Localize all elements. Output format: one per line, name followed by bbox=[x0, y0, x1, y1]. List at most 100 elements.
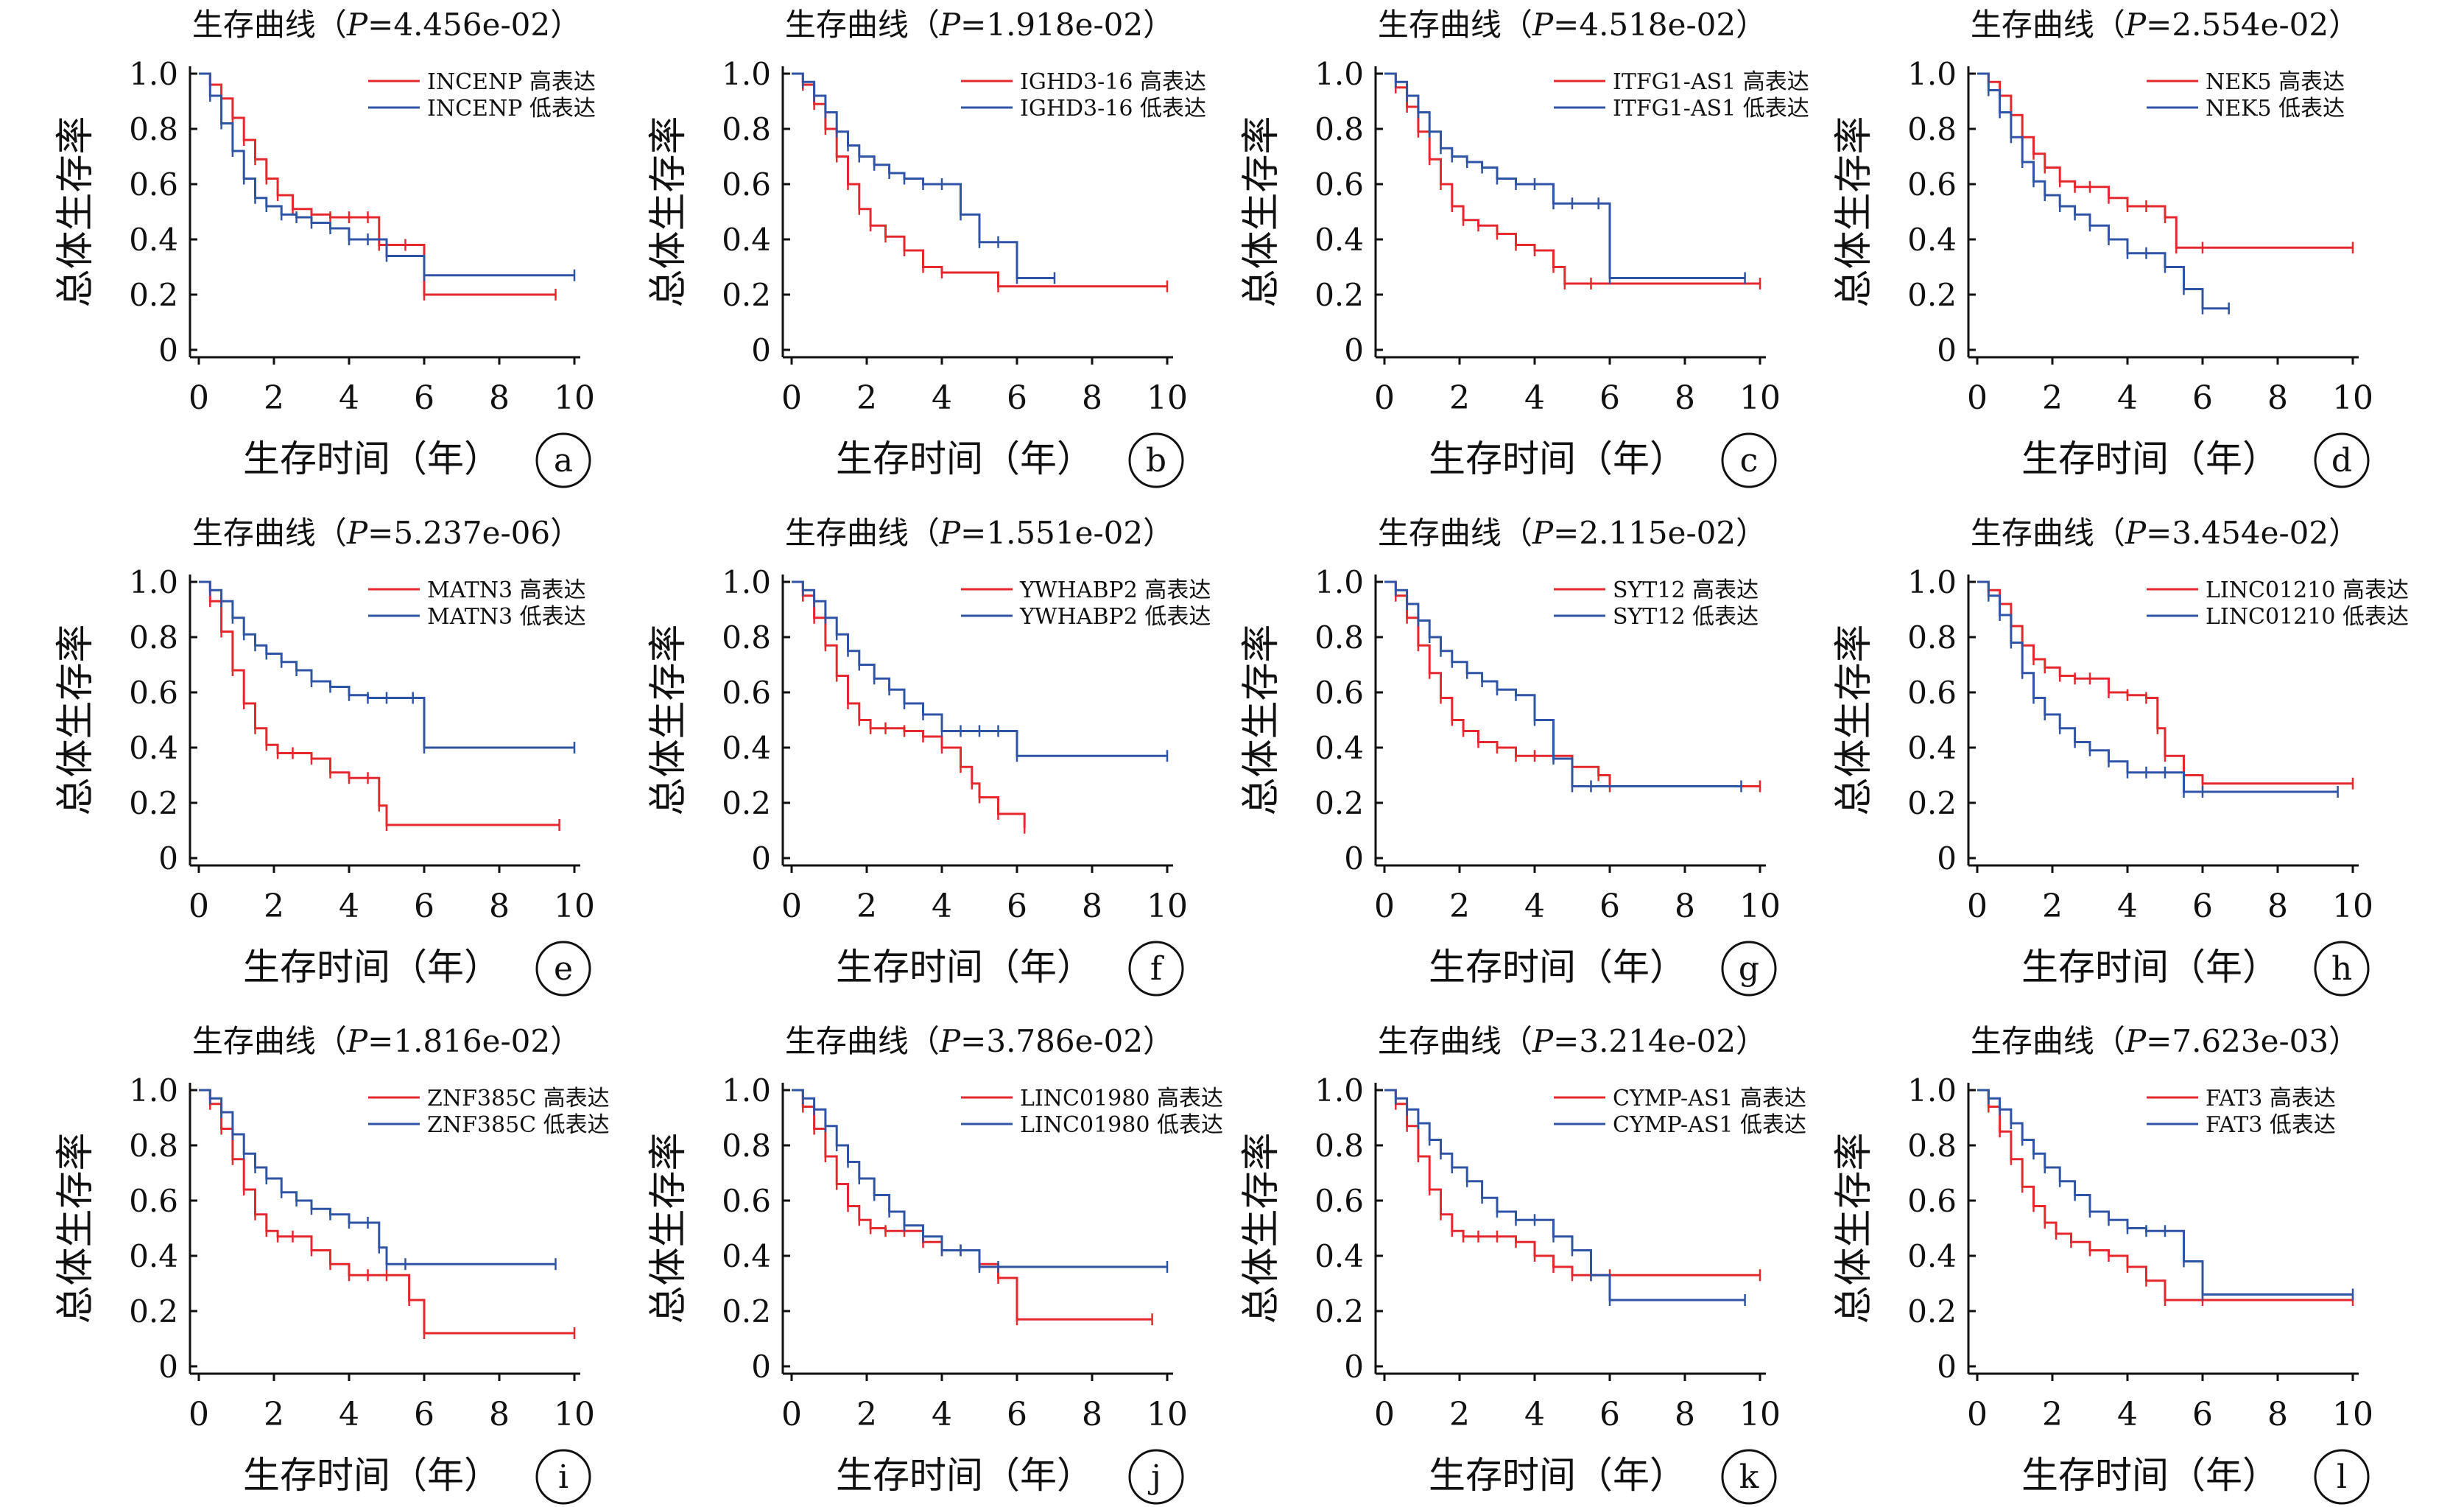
panel-c: 生存曲线（P=4.518e-02） 0 0.2 0.4 0.6 0.8 1.0 0 2 4 6 8 10… bbox=[1239, 7, 1809, 488]
panel-title: 生存曲线（P=1.816e-02） bbox=[192, 1023, 581, 1059]
title-prefix: 生存曲线（ bbox=[1971, 7, 2125, 43]
panel-f: 生存曲线（P=1.551e-02） 0 0.2 0.4 0.6 0.8 1.0 0 2 4 6 8 10… bbox=[647, 515, 1211, 997]
p-equals: = bbox=[1553, 515, 1579, 551]
panel-letter-circle bbox=[535, 432, 591, 488]
x-tick-label: 8 bbox=[2267, 1396, 2288, 1433]
legend-label-high: INCENP 高表达 bbox=[427, 69, 596, 95]
panel-letter: l bbox=[2337, 1458, 2347, 1496]
p-value: 4.518e-02 bbox=[1579, 7, 1736, 43]
x-tick-label: 4 bbox=[932, 379, 952, 417]
y-tick-label: 1.0 bbox=[1907, 1072, 1957, 1109]
x-tick-label: 4 bbox=[2117, 379, 2138, 417]
y-tick-label: 0.2 bbox=[722, 277, 771, 313]
y-tick-label: 1.0 bbox=[1314, 1072, 1364, 1109]
title-prefix: 生存曲线（ bbox=[1971, 515, 2125, 551]
legend-label-low: LINC01210 低表达 bbox=[2206, 604, 2409, 630]
y-tick-label: 0.2 bbox=[1907, 1293, 1957, 1329]
x-tick-label: 6 bbox=[1599, 888, 1620, 925]
p-value: 3.786e-02 bbox=[986, 1023, 1143, 1059]
x-tick-label: 4 bbox=[932, 888, 952, 925]
title-prefix: 生存曲线（ bbox=[785, 515, 940, 551]
panel-letter-circle bbox=[1128, 432, 1184, 488]
p-symbol: P bbox=[2125, 1023, 2147, 1059]
x-tick-label: 10 bbox=[1147, 888, 1188, 925]
panel-letter-circle bbox=[1128, 941, 1184, 997]
panel-letter: k bbox=[1739, 1458, 1759, 1496]
x-tick-label: 2 bbox=[856, 379, 877, 417]
x-tick-label: 10 bbox=[2332, 379, 2373, 417]
x-tick-label: 4 bbox=[2117, 888, 2138, 925]
title-suffix: ） bbox=[550, 1023, 581, 1059]
x-tick-label: 0 bbox=[189, 888, 209, 925]
panel-letter-circle bbox=[2314, 1449, 2370, 1505]
p-symbol: P bbox=[1532, 7, 1554, 43]
y-tick-label: 0.8 bbox=[722, 111, 771, 147]
x-tick-label: 6 bbox=[1007, 379, 1027, 417]
y-tick-label: 0.2 bbox=[129, 277, 178, 313]
x-tick-label: 2 bbox=[264, 1396, 284, 1433]
p-equals: = bbox=[960, 515, 986, 551]
x-tick-label: 6 bbox=[1007, 1396, 1027, 1433]
y-tick-label: 0 bbox=[1344, 840, 1364, 877]
x-tick-label: 0 bbox=[1967, 888, 1988, 925]
x-axis-label: 生存时间（年） bbox=[243, 438, 501, 480]
panel-h: 生存曲线（P=3.454e-02） 0 0.2 0.4 0.6 0.8 1.0 0 2 4 6 8 10… bbox=[1832, 515, 2409, 997]
p-value: 5.237e-06 bbox=[393, 515, 550, 551]
x-tick-label: 2 bbox=[2042, 379, 2063, 417]
y-axis-label: 总体生存率 bbox=[54, 624, 98, 815]
survival-curve-low bbox=[199, 1089, 556, 1265]
panel-letter: d bbox=[2331, 442, 2352, 480]
x-tick-label: 2 bbox=[856, 1396, 877, 1433]
p-equals: = bbox=[960, 1023, 986, 1059]
y-tick-label: 0.4 bbox=[1907, 222, 1957, 258]
legend-label-low: ZNF385C 低表达 bbox=[427, 1112, 610, 1138]
title-suffix: ） bbox=[1143, 1023, 1174, 1059]
y-axis-label: 总体生存率 bbox=[1239, 1132, 1284, 1324]
y-tick-label: 1.0 bbox=[129, 1072, 178, 1109]
title-prefix: 生存曲线（ bbox=[1378, 515, 1532, 551]
x-tick-label: 8 bbox=[2267, 379, 2288, 417]
y-tick-label: 0.4 bbox=[722, 730, 771, 766]
p-symbol: P bbox=[1532, 1023, 1554, 1059]
title-suffix: ） bbox=[1143, 7, 1174, 43]
y-tick-label: 1.0 bbox=[129, 564, 178, 600]
legend-label-high: ITFG1-AS1 高表达 bbox=[1613, 69, 1809, 95]
x-tick-label: 0 bbox=[1374, 888, 1395, 925]
panel-title: 生存曲线（P=7.623e-03） bbox=[1971, 1023, 2359, 1059]
panel-title: 生存曲线（P=3.454e-02） bbox=[1971, 515, 2359, 551]
y-tick-label: 0.2 bbox=[1314, 277, 1364, 313]
p-symbol: P bbox=[346, 1023, 368, 1059]
legend-label-high: FAT3 高表达 bbox=[2206, 1086, 2336, 1111]
y-tick-label: 0.4 bbox=[129, 1238, 178, 1274]
x-axis-label: 生存时间（年） bbox=[2021, 946, 2279, 988]
y-tick-label: 0.2 bbox=[1907, 277, 1957, 313]
y-tick-label: 0 bbox=[1937, 840, 1957, 877]
p-equals: = bbox=[960, 7, 986, 43]
y-tick-label: 0.8 bbox=[722, 1128, 771, 1164]
panel-title: 生存曲线（P=4.518e-02） bbox=[1378, 7, 1767, 43]
p-value: 3.214e-02 bbox=[1579, 1023, 1736, 1059]
x-axis-label: 生存时间（年） bbox=[1429, 946, 1686, 988]
legend-label-low: INCENP 低表达 bbox=[427, 96, 596, 122]
y-tick-label: 1.0 bbox=[722, 1072, 771, 1109]
y-tick-label: 0.4 bbox=[129, 730, 178, 766]
x-tick-label: 0 bbox=[781, 1396, 802, 1433]
panel-letter-circle bbox=[1721, 941, 1777, 997]
survival-curve-low bbox=[792, 72, 1055, 279]
x-tick-label: 4 bbox=[1524, 888, 1545, 925]
p-equals: = bbox=[1553, 7, 1579, 43]
y-tick-label: 0 bbox=[751, 332, 771, 368]
x-axis-label: 生存时间（年） bbox=[243, 946, 501, 988]
legend-label-high: LINC01210 高表达 bbox=[2206, 577, 2409, 603]
panel-b: 生存曲线（P=1.918e-02） 0 0.2 0.4 0.6 0.8 1.0 0 2 4 6 8 10… bbox=[647, 7, 1206, 488]
y-tick-label: 0.6 bbox=[129, 1183, 178, 1219]
x-tick-label: 0 bbox=[1967, 1396, 1988, 1433]
panel-letter-circle bbox=[2314, 432, 2370, 488]
y-tick-label: 0 bbox=[158, 332, 178, 368]
p-equals: = bbox=[367, 515, 393, 551]
panel-title: 生存曲线（P=3.214e-02） bbox=[1378, 1023, 1767, 1059]
x-tick-label: 2 bbox=[856, 888, 877, 925]
panel-a: 生存曲线（P=4.456e-02） 0 0.2 0.4 0.6 0.8 1.0 0 2 4 6 8 10… bbox=[54, 7, 596, 488]
x-tick-label: 0 bbox=[189, 1396, 209, 1433]
panel-letter-circle bbox=[1128, 1449, 1184, 1505]
